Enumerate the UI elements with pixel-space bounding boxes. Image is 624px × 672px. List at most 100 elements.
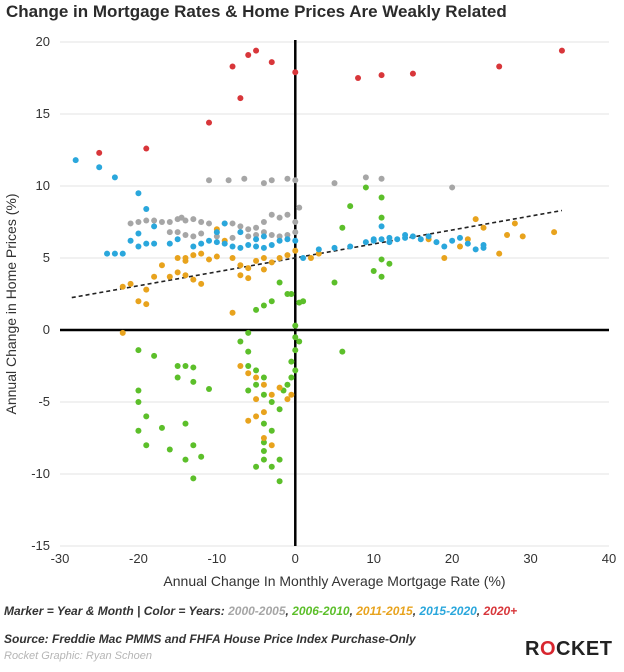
data-point [135, 427, 142, 434]
source-note: Source: Freddie Mac PMMS and FHFA House … [4, 632, 416, 646]
data-point [315, 250, 322, 257]
data-point [268, 399, 275, 405]
data-point [127, 280, 134, 287]
data-point [166, 219, 173, 225]
data-point [245, 233, 252, 240]
data-point [292, 322, 299, 329]
data-point [296, 338, 303, 345]
data-point [206, 220, 213, 227]
data-point [190, 364, 197, 371]
data-point [166, 240, 173, 247]
data-point [268, 442, 275, 449]
x-tick-label: -10 [207, 551, 226, 566]
data-point [378, 72, 385, 79]
data-point [260, 233, 267, 240]
data-point [347, 203, 354, 210]
data-point [166, 273, 173, 280]
data-point [347, 243, 354, 250]
data-point [237, 272, 244, 279]
data-point [237, 262, 244, 269]
data-point [225, 177, 232, 184]
data-point [378, 175, 385, 182]
y-tick-labels: -15 -10 -5 0 5 10 15 20 [31, 34, 50, 553]
data-point [119, 250, 126, 257]
data-point [292, 334, 299, 341]
data-point [551, 229, 558, 236]
data-point [292, 237, 299, 244]
data-point [245, 417, 252, 424]
data-point [504, 231, 511, 238]
data-point [409, 233, 416, 240]
y-tick-label: 10 [36, 178, 50, 193]
data-point [253, 257, 260, 264]
data-point [370, 267, 377, 274]
y-tick-label: 5 [43, 250, 50, 265]
data-point [253, 306, 260, 313]
data-point [276, 406, 283, 413]
data-point [276, 384, 283, 391]
data-point [241, 175, 248, 182]
data-point [143, 240, 150, 247]
data-point [166, 229, 173, 236]
data-point [339, 224, 346, 231]
data-point [190, 252, 197, 259]
data-point [245, 242, 252, 249]
rocket-logo: ROCKET [525, 638, 612, 661]
data-point [245, 51, 252, 58]
data-point [206, 256, 213, 263]
data-point [268, 211, 275, 218]
data-point [378, 194, 385, 201]
data-point [456, 234, 463, 241]
data-point [260, 409, 267, 416]
data-point [190, 233, 197, 240]
data-point [143, 206, 150, 213]
data-point [190, 475, 197, 482]
legend-prefix: Marker = Year & Month | Color = Years: [4, 604, 229, 618]
data-point [151, 217, 158, 224]
legend-item: 2006-2010 [292, 604, 350, 618]
data-point [198, 250, 205, 257]
data-point [135, 219, 142, 225]
data-point [402, 231, 409, 238]
data-point [378, 256, 385, 263]
data-point [386, 239, 393, 246]
y-tick-label: 20 [36, 34, 50, 49]
data-point [245, 329, 252, 336]
data-point [237, 244, 244, 251]
data-point [135, 190, 142, 197]
legend-item: 2020+ [483, 604, 518, 618]
data-point [276, 279, 283, 286]
data-point [441, 243, 448, 250]
data-point [221, 240, 228, 247]
data-point [260, 435, 267, 441]
data-point [245, 265, 252, 272]
legend-item: 2000-2005 [228, 604, 286, 618]
data-point [292, 69, 299, 76]
data-points [72, 47, 565, 485]
data-point [96, 149, 103, 156]
data-point [292, 347, 299, 354]
y-tick-label: -15 [31, 538, 50, 553]
data-point [174, 255, 181, 261]
data-point [111, 174, 118, 181]
data-point [417, 236, 424, 243]
data-point [221, 220, 228, 227]
data-point [394, 236, 401, 243]
data-point [276, 255, 283, 261]
data-point [260, 219, 267, 225]
data-point [276, 478, 283, 485]
scatter-plot: -15 -10 -5 0 5 10 15 20 -30 -20 -10 0 10 20 30 40 Annu… [3, 34, 616, 589]
data-point [464, 240, 471, 247]
data-point [206, 177, 213, 184]
data-point [284, 175, 291, 182]
data-point [331, 244, 338, 251]
data-point [190, 216, 197, 223]
data-point [135, 243, 142, 250]
data-point [386, 260, 393, 267]
legend-items: 2000-2005, 2006-2010, 2011-2015, 2015-20… [228, 604, 518, 618]
y-tick-label: 15 [36, 106, 50, 121]
data-point [229, 234, 236, 241]
data-point [260, 439, 267, 446]
x-tick-label: 0 [292, 551, 299, 566]
data-point [268, 59, 275, 66]
